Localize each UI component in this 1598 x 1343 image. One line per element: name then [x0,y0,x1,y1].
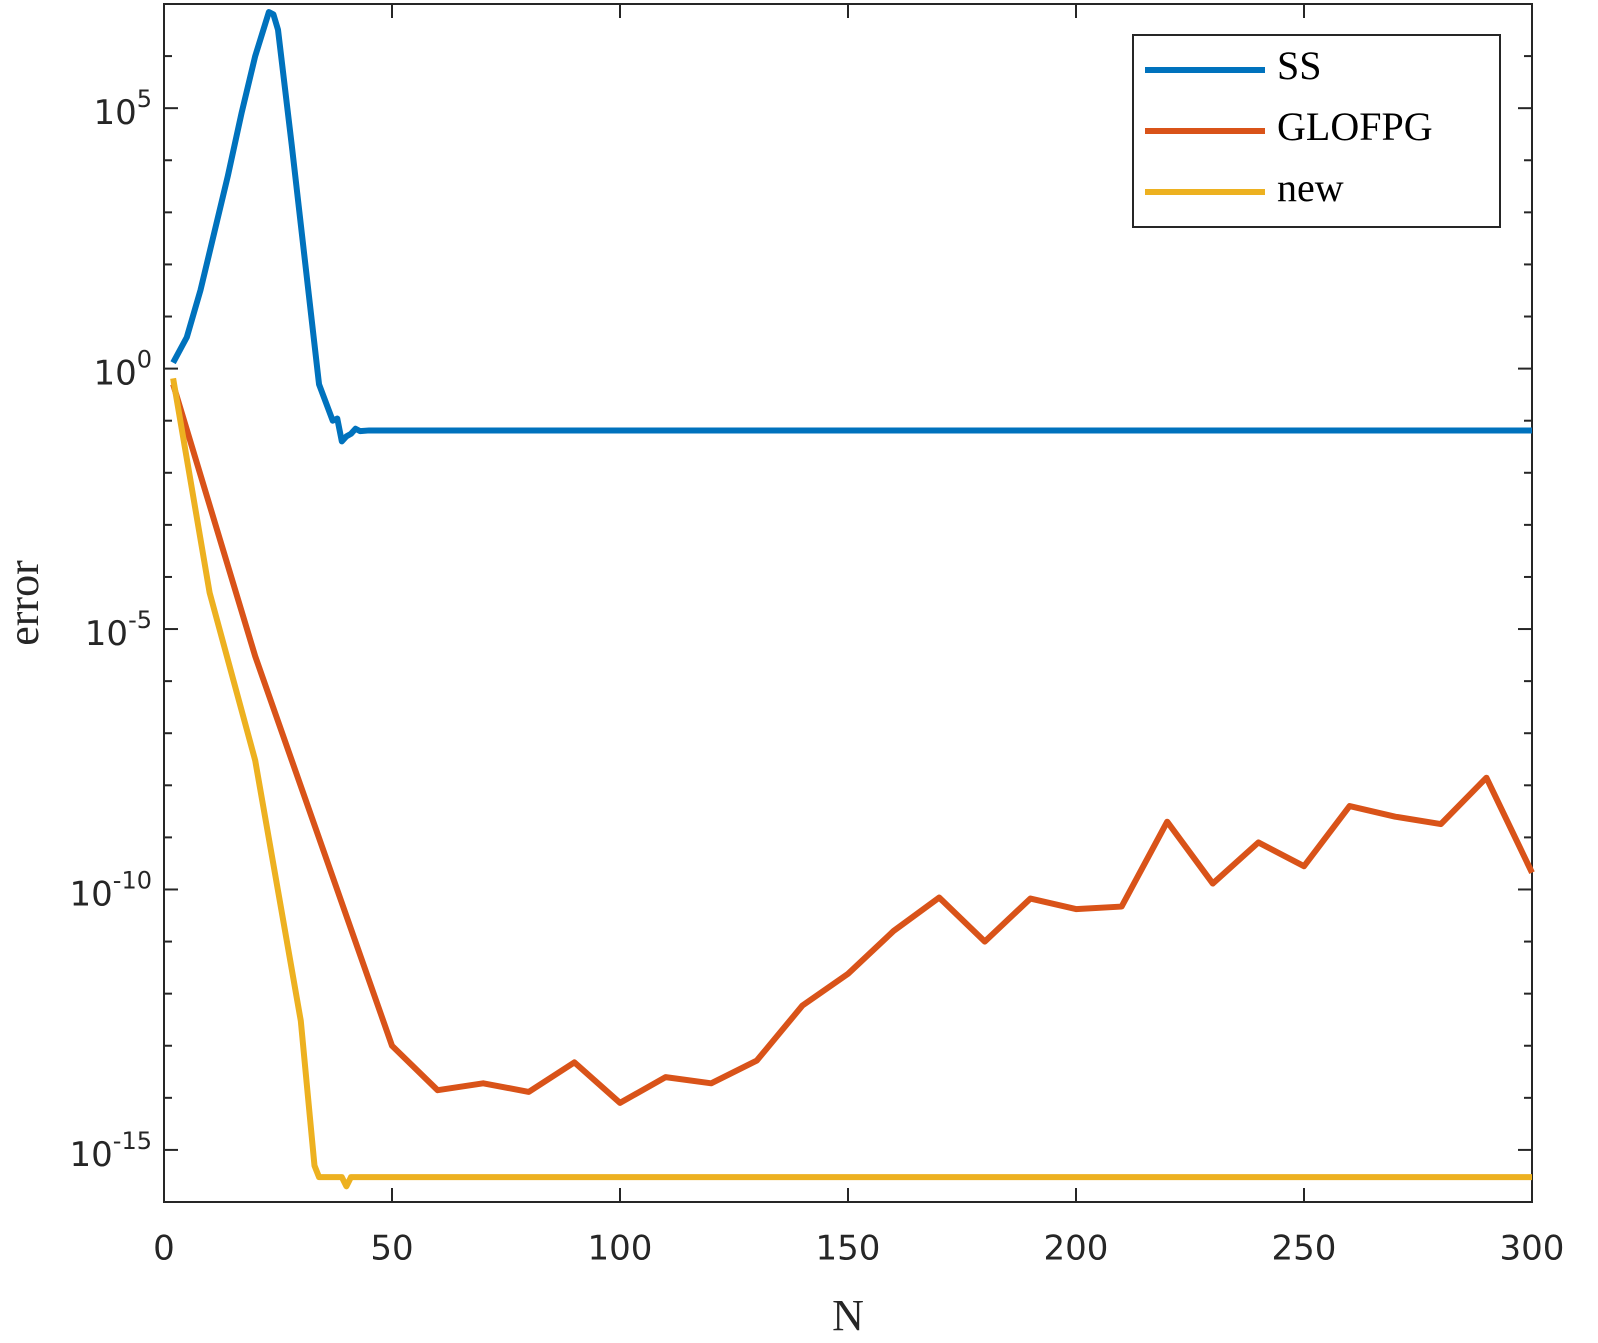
x-tick-label: 150 [816,1229,881,1269]
y-tick-label: 105 [93,85,152,133]
legend-label: new [1277,165,1344,210]
series-line [170,383,1535,1106]
y-axis-label: error [0,560,48,646]
series-line [170,377,1532,1190]
x-tick-label: 300 [1500,1229,1565,1269]
y-tick-label: 10-15 [70,1127,152,1175]
x-tick-label: 200 [1044,1229,1109,1269]
series-line [170,9,1532,445]
x-tick-label: 50 [370,1229,413,1269]
x-tick-label: 0 [153,1229,175,1269]
x-tick-label: 250 [1272,1229,1337,1269]
y-tick-label: 100 [93,346,152,394]
legend-label: GLOFPG [1277,104,1433,149]
x-tick-label: 100 [588,1229,653,1269]
y-tick-label: 10-10 [70,866,152,914]
y-tick-label: 10-5 [85,606,152,654]
x-axis-label: N [832,1291,864,1340]
legend-label: SS [1277,43,1322,88]
